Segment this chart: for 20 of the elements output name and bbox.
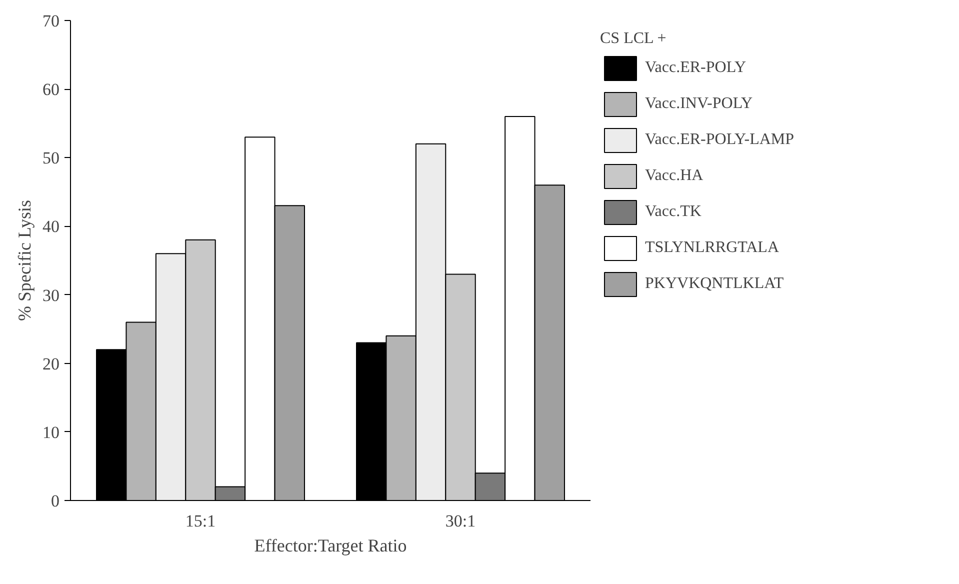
legend-label: Vacc.INV-POLY xyxy=(645,94,753,114)
y-tick-label: 40 xyxy=(42,217,60,236)
legend-label: TSLYNLRRGTALA xyxy=(645,238,779,258)
y-tick-label: 70 xyxy=(42,12,60,30)
legend-label: Vacc.ER-POLY xyxy=(645,58,746,78)
y-tick-label: 10 xyxy=(42,422,60,442)
y-tick-label: 20 xyxy=(42,354,60,374)
x-tick-label: 30:1 xyxy=(445,512,476,530)
y-tick-label: 50 xyxy=(42,148,60,168)
legend-title: CS LCL + xyxy=(600,30,668,48)
legend-label: PKYVKQNTLKLAT xyxy=(645,274,784,294)
x-tick-label: 15:1 xyxy=(185,512,216,530)
y-axis-title: % Specific Lysis xyxy=(14,200,34,321)
y-tick-label: 30 xyxy=(42,286,60,305)
legend-label: Vacc.ER-POLY-LAMP xyxy=(645,130,794,150)
y-tick-label: 60 xyxy=(42,80,60,100)
legend-label: Vacc.TK xyxy=(645,202,702,222)
legend-label: Vacc.HA xyxy=(645,166,704,186)
y-tick-label: 0 xyxy=(51,492,60,510)
x-axis-title: Effector:Target Ratio xyxy=(254,536,407,556)
